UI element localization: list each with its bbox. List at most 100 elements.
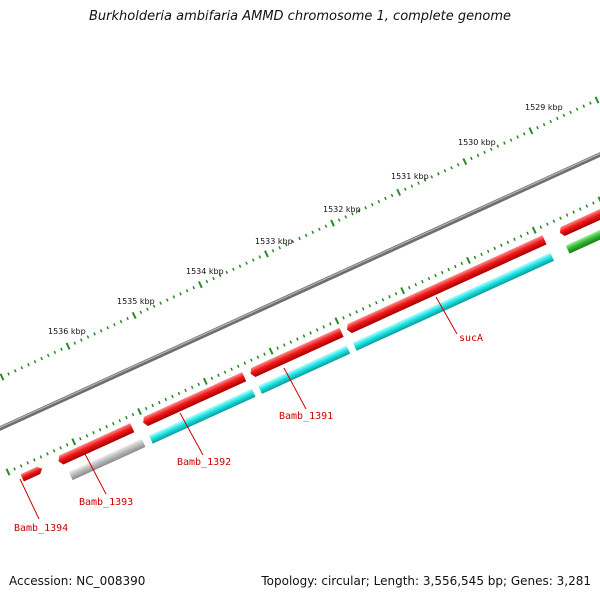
inner-tick	[223, 370, 227, 374]
inner-tick	[217, 373, 220, 377]
accession-text: Accession: NC_008390	[9, 574, 146, 588]
inner-tick	[421, 279, 424, 284]
outer-tick	[304, 233, 308, 238]
inner-tick	[19, 464, 23, 468]
gene-label-bamb-1392[interactable]: Bamb_1392	[177, 457, 231, 468]
inner-tick	[250, 358, 253, 362]
gene-next	[559, 190, 600, 237]
inner-tick	[440, 270, 444, 275]
inner-tick	[315, 328, 319, 332]
inner-tick	[296, 337, 299, 341]
outer-tick	[212, 276, 215, 281]
cds-suca	[352, 252, 555, 351]
outer-tick	[390, 193, 394, 198]
inner-tick	[125, 415, 128, 420]
inner-tick	[531, 226, 537, 234]
inner-tick	[334, 317, 340, 325]
outer-tick	[126, 316, 129, 321]
outer-tick	[403, 187, 407, 191]
outer-tick	[456, 162, 460, 167]
inner-tick	[71, 438, 77, 446]
inner-tick	[355, 310, 358, 314]
inner-tick	[184, 388, 187, 393]
inner-tick	[447, 267, 450, 272]
outer-tick	[152, 304, 156, 308]
gene-bamb-1394	[20, 466, 43, 482]
outer-tick	[291, 239, 295, 244]
inner-tick	[342, 316, 345, 320]
inner-tick	[322, 325, 326, 329]
outer-tick	[205, 279, 209, 284]
outer-tick	[86, 335, 90, 339]
inner-tick	[105, 424, 108, 429]
cds-bamb-1391	[258, 345, 351, 394]
inner-tick	[309, 331, 312, 335]
outer-tick	[53, 350, 57, 355]
inner-tick	[513, 237, 516, 241]
cds-next	[565, 212, 600, 254]
cds-bamb-1393	[68, 438, 146, 481]
scale-label-1535: 1535 kbp	[117, 297, 155, 306]
gene-bamb-1391	[250, 327, 344, 378]
outer-tick	[462, 157, 468, 166]
inner-tick	[131, 412, 135, 417]
outer-tick	[13, 369, 17, 373]
inner-tick	[85, 434, 89, 438]
outer-tick	[437, 172, 440, 176]
inner-tick	[52, 449, 56, 453]
outer-tick	[251, 258, 255, 262]
outer-tick	[113, 322, 116, 327]
gene-bamb-1393	[58, 423, 135, 465]
inner-tick	[289, 340, 293, 344]
outer-tick	[33, 359, 37, 364]
outer-tick	[192, 286, 196, 290]
outer-tick	[516, 135, 519, 139]
inner-tick	[177, 391, 181, 396]
outer-tick	[351, 212, 354, 216]
inner-tick	[98, 428, 102, 432]
cds-features-inner	[68, 212, 600, 481]
inner-tick	[236, 364, 240, 368]
inner-tick	[13, 467, 16, 471]
gene-label-bamb-1394[interactable]: Bamb_1394	[14, 523, 68, 534]
outer-tick	[476, 153, 480, 158]
inner-tick	[202, 377, 208, 385]
outer-tick	[430, 175, 434, 179]
outer-tick	[60, 347, 63, 351]
outer-tick	[344, 215, 348, 219]
leader-bamb-1392	[179, 412, 204, 456]
inner-tick	[375, 301, 378, 305]
scale-labels: 1529 kbp 1530 kbp 1531 kbp 1532 kbp 1533…	[48, 103, 563, 336]
outer-tick	[131, 311, 137, 320]
inner-tick	[559, 216, 562, 220]
inner-tick	[243, 361, 247, 365]
outer-tick	[417, 181, 420, 185]
outer-tick	[594, 96, 600, 104]
scale-label-1534: 1534 kbp	[186, 267, 224, 276]
outer-tick	[496, 144, 500, 148]
inner-tick	[361, 307, 365, 311]
inner-tick	[39, 455, 43, 459]
outer-tick	[337, 218, 341, 222]
gene-label-bamb-1393[interactable]: Bamb_1393	[79, 497, 133, 508]
inner-tick	[506, 240, 510, 244]
outer-tick	[119, 319, 123, 324]
inner-tick	[427, 276, 431, 281]
inner-tick	[480, 252, 483, 257]
inner-tick	[460, 261, 464, 266]
gene-label-suca[interactable]: sucA	[459, 333, 483, 344]
inner-tick	[158, 400, 161, 405]
outer-tick	[556, 116, 559, 121]
inner-tick	[190, 385, 194, 390]
genome-backbone-highlight	[0, 152, 600, 429]
inner-tick	[407, 285, 411, 290]
inner-tick	[137, 407, 142, 416]
gene-label-bamb-1391[interactable]: Bamb_1391	[279, 411, 333, 422]
inner-tick	[151, 403, 154, 408]
inner-tick	[5, 468, 11, 476]
outer-tick	[139, 310, 143, 315]
inner-tick	[414, 282, 418, 287]
outer-tick	[423, 178, 427, 182]
